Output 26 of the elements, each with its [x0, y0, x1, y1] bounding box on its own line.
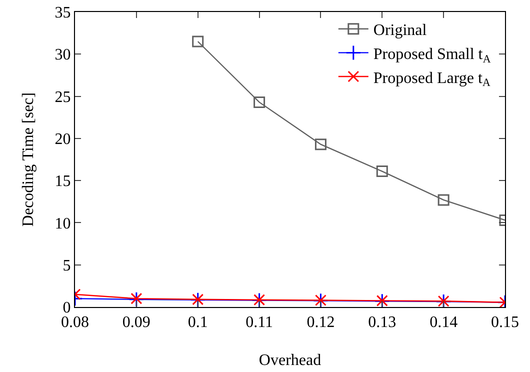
point — [192, 36, 204, 48]
y-tick-label: 15 — [54, 173, 71, 190]
y-tick-label: 25 — [54, 88, 71, 106]
x-tick-label: 0.08 — [61, 314, 89, 332]
x-tick-label: 0.12 — [306, 314, 335, 332]
legend-label: Proposed Small t$_{A}$ — [373, 46, 491, 66]
x-tick-label: 0.11 — [246, 314, 273, 332]
x-tick-label: 0.15 — [491, 314, 519, 332]
x-axis-title: Overhead — [258, 352, 322, 369]
x-tick-label: 0.09 — [122, 314, 150, 332]
y-tick-label: 0 — [62, 300, 71, 317]
y-tick-label: 35 — [54, 4, 71, 22]
point — [254, 96, 266, 108]
point — [376, 166, 388, 178]
point — [438, 194, 450, 206]
y-tick-label: 30 — [54, 46, 71, 64]
y-axis-title: Decoding Time [sec] — [20, 92, 37, 227]
legend-label: Proposed Large t$_{A}$ — [373, 70, 491, 90]
y-tick-label: 10 — [54, 215, 71, 232]
legend-label: Original — [373, 22, 428, 40]
y-tick-label: 5 — [62, 257, 71, 274]
x-tick-label: 0.13 — [368, 314, 396, 332]
y-tick-label: 20 — [54, 131, 71, 148]
x-tick-label: 0.14 — [430, 314, 458, 332]
x-tick-label: 0.1 — [188, 314, 208, 332]
point — [314, 138, 326, 150]
